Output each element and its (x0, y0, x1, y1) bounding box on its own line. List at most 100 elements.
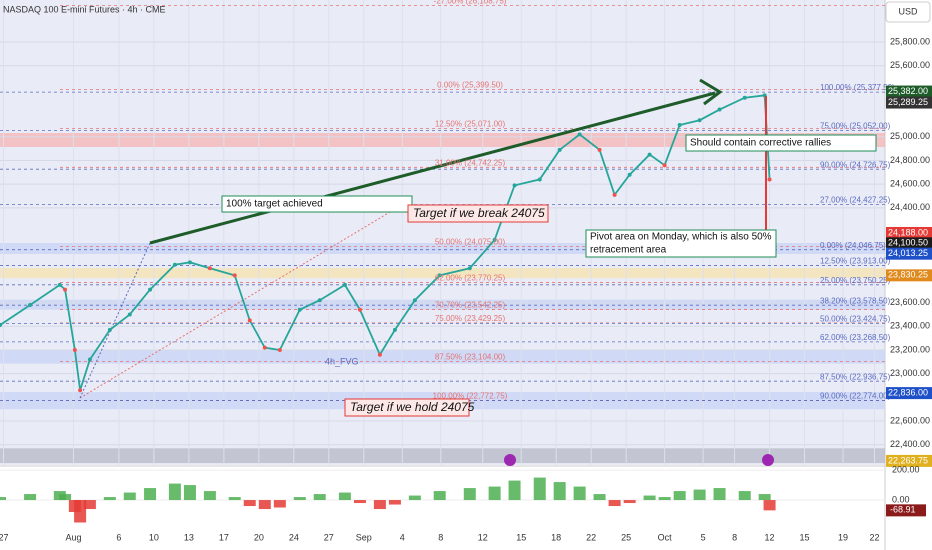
x-tick-label: 10 (149, 532, 159, 542)
price-label: 25,382.00 (888, 86, 928, 96)
price-label: 24,013.25 (888, 248, 928, 258)
currency-box[interactable] (885, 1, 931, 23)
osc-bar (103, 497, 116, 501)
price-point (577, 132, 582, 137)
osc-bar (433, 491, 446, 501)
event-icon[interactable] (762, 454, 774, 466)
arrow-head (699, 78, 723, 106)
osc-last-bg (886, 504, 926, 517)
price-point (247, 318, 252, 323)
osc-bar (144, 488, 157, 501)
osc-tick-label: 200.00 (892, 464, 920, 474)
note-box (221, 195, 413, 213)
fib-label: 62.00% (23,268.50) (820, 333, 891, 342)
annotation: Target if we hold 24075 (350, 400, 475, 414)
y-tick-label: 23,600.00 (890, 297, 930, 307)
y-tick-label: 22,400.00 (890, 439, 930, 449)
price-point (392, 327, 397, 332)
price-label: 22,836.00 (888, 387, 928, 397)
price-point (467, 266, 472, 271)
y-tick-label: 24,800.00 (890, 155, 930, 165)
zone (0, 268, 885, 279)
trend-dotted (79, 242, 151, 399)
price-point (72, 347, 77, 352)
x-tick-label: 19 (838, 532, 848, 542)
osc-bar (693, 489, 706, 501)
osc-bar (593, 494, 606, 501)
annotation: Target if we break 24075 (413, 206, 545, 220)
osc-bar (203, 491, 216, 501)
fib-label: 87.50% (22,936.75) (820, 372, 891, 381)
note-box (407, 204, 549, 223)
osc-bar (533, 477, 546, 501)
x-tick-label: 15 (800, 532, 810, 542)
annotation: Pivot area on Monday, which is also 50% (590, 232, 772, 243)
x-tick-label: 15 (516, 532, 526, 542)
x-tick-label: 8 (438, 532, 443, 542)
osc-bar (293, 497, 306, 501)
osc-bar (388, 500, 401, 505)
price-label-bg (886, 85, 932, 98)
fvg-label: 4h_FVG (325, 356, 359, 366)
annotation: Should contain corrective rallies (690, 138, 831, 149)
fib-label: 75.00% (25,052.00) (820, 122, 891, 131)
zone (0, 448, 885, 464)
price-point (148, 287, 153, 292)
fib-label: 0.00% (25,399.50) (437, 81, 503, 90)
trend-dotted (79, 199, 411, 399)
fib-label: 50.00% (23,424.75) (820, 314, 891, 323)
osc-bar (408, 495, 421, 501)
y-tick-label: 25,600.00 (890, 60, 930, 70)
note-box (585, 229, 777, 258)
fib-label: 12.50% (25,071.00) (435, 119, 506, 128)
osc-bar (273, 500, 286, 508)
trend-arrow (149, 91, 716, 245)
x-tick-label: 5 (701, 532, 706, 542)
x-tick-label: 6 (116, 532, 121, 542)
osc-bar (243, 500, 256, 507)
price-label-bg (886, 269, 932, 282)
zone (0, 349, 885, 364)
price-label: 25,289.25 (888, 97, 928, 107)
note-box (344, 398, 470, 417)
price-point (207, 266, 212, 271)
price-label: 22,263.75 (888, 455, 928, 465)
osc-bar (643, 495, 656, 501)
y-tick-label: 22,600.00 (890, 415, 930, 425)
osc-bar (488, 486, 501, 501)
x-tick-label: Aug (65, 532, 81, 542)
price-point (612, 192, 617, 197)
price-label: 24,100.50 (888, 238, 928, 248)
y-tick-label: 25,000.00 (890, 131, 930, 141)
fib-label: 100.00% (25,377.50) (820, 83, 895, 92)
price-point (377, 352, 382, 357)
price-line (0, 94, 771, 391)
annotation: 100% target achieved (226, 199, 323, 210)
x-tick-label: 22 (586, 532, 596, 542)
zone (0, 299, 885, 310)
osc-bar (758, 494, 771, 501)
fib-label: 100.00% (22,772.75) (433, 392, 508, 401)
event-icon[interactable] (504, 454, 516, 466)
price-label-bg (886, 237, 932, 250)
price-point (537, 177, 542, 182)
osc-tick-label: 0.00 (892, 494, 910, 504)
osc-bar (258, 500, 271, 510)
price-point (662, 163, 667, 168)
osc-bar (763, 500, 776, 511)
note-box (685, 134, 877, 152)
price-point (717, 107, 722, 112)
osc-bar (338, 492, 351, 501)
x-tick-label: 20 (254, 532, 264, 542)
x-tick-label: 13 (184, 532, 194, 542)
fib-label: 90.00% (24,726.75) (820, 160, 891, 169)
y-tick-label: 23,000.00 (890, 368, 930, 378)
fib-label: 38.20% (23,578.50) (820, 296, 891, 305)
x-tick-label: Sep (356, 532, 372, 542)
price-point (677, 122, 682, 127)
price-point (412, 298, 417, 303)
price-point (87, 357, 92, 362)
fib-label: 90.00% (22,774.00) (820, 392, 891, 401)
price-point (297, 307, 302, 312)
osc-bar (713, 488, 726, 501)
